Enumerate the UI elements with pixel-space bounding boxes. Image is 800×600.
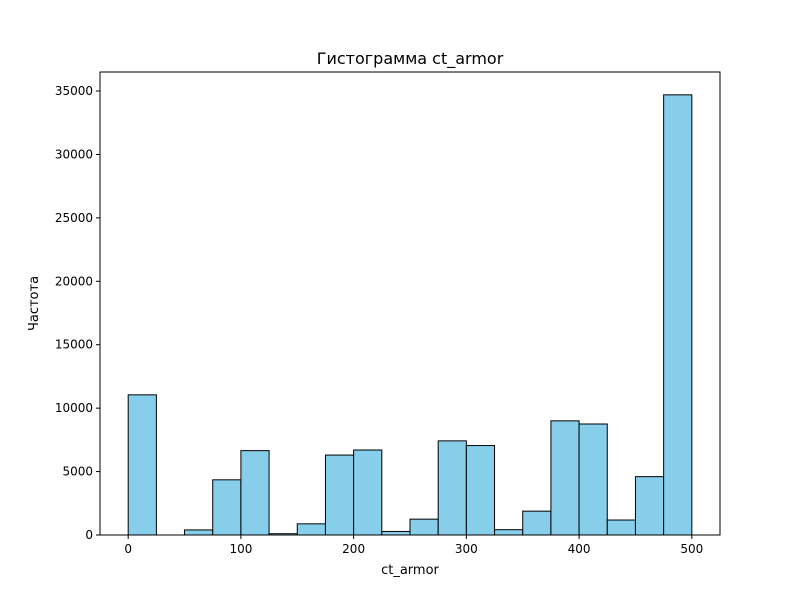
histogram-bar-275-300	[437, 440, 467, 536]
x-tick-label: 100	[229, 542, 252, 556]
x-axis-ticks: 0 100 200 300 400 500	[124, 535, 703, 556]
histogram-bar-175-200	[324, 454, 355, 536]
y-tick-label: 10000	[55, 401, 93, 415]
histogram-bar-375-400	[550, 420, 580, 536]
histogram-bar-50-75	[184, 529, 214, 536]
histogram-bar-350-375	[522, 510, 552, 536]
chart-title: Гистограмма ct_armor	[317, 49, 504, 69]
y-axis-label: Частота	[27, 276, 42, 331]
histogram-bar-225-250	[381, 530, 411, 536]
histogram-bar-150-175	[296, 523, 326, 536]
x-tick-label: 500	[680, 542, 703, 556]
y-tick-label: 20000	[55, 274, 93, 288]
histogram-bar-75-100	[212, 479, 242, 536]
histogram-bar-250-275	[409, 518, 439, 536]
x-tick-label: 300	[455, 542, 478, 556]
x-axis-label: ct_armor	[381, 563, 439, 578]
bars-group	[127, 94, 693, 536]
y-tick-label: 35000	[55, 84, 93, 98]
y-axis-ticks: 0 5000 10000 15000 20000 25000 30000 35000	[55, 84, 100, 542]
y-tick-label: 5000	[62, 465, 93, 479]
y-tick-label: 25000	[55, 211, 93, 225]
histogram-bar-300-325	[465, 445, 496, 536]
histogram-bar-450-475	[634, 476, 665, 536]
histogram-bar-400-425	[578, 423, 608, 536]
histogram-bar-200-225	[353, 449, 383, 536]
histogram-bar-425-450	[606, 519, 636, 536]
x-tick-label: 0	[124, 542, 132, 556]
histogram-bar-100-125	[240, 450, 270, 536]
histogram-bar-325-350	[494, 529, 524, 536]
x-tick-label: 200	[342, 542, 365, 556]
y-tick-label: 15000	[55, 338, 93, 352]
y-tick-label: 30000	[55, 147, 93, 161]
histogram-bar-0-25	[127, 394, 157, 536]
histogram-bar-475-500	[663, 94, 693, 536]
x-tick-label: 400	[568, 542, 591, 556]
plot-area-frame	[99, 71, 721, 536]
y-tick-label: 0	[85, 528, 93, 542]
